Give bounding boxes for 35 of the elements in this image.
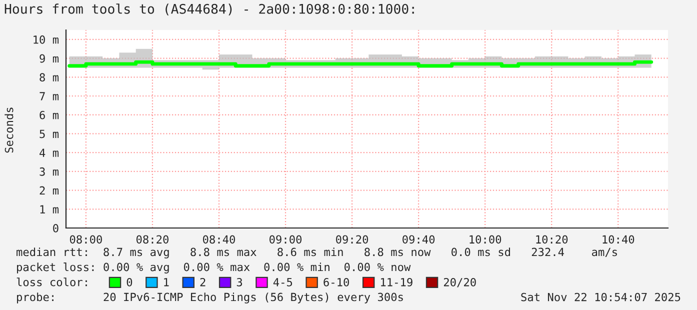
y-tick-label: 10 m [34, 35, 59, 44]
legend-label: 11-19 [381, 278, 412, 286]
y-tick-label: 8 m [40, 73, 59, 82]
y-tick-label: 3 m [40, 167, 59, 176]
y-tick-label: 2 m [40, 186, 59, 195]
x-tick-label: 08:20 [136, 235, 168, 244]
legend-label: 6-10 [324, 278, 349, 286]
text: median rtt: 8.7 ms avg 8.8 ms max 8.6 ms min 8.8 ms now 0.0 ms sd 232.4 am/s [16, 248, 617, 258]
legend-label: 20/20 [444, 278, 476, 288]
text: Sat Nov 22 10:54:07 2025 [521, 292, 680, 302]
y-tick-label: 9 m [40, 54, 59, 63]
legend-label: 1 [164, 278, 169, 286]
chart-title: Hours from tools to (AS44684) - 2a00:1098:0:80:1000: [4, 4, 414, 16]
y-tick-label: 5 m [40, 130, 59, 138]
y-tick-label: 0 [53, 224, 58, 232]
x-tick-label: 10:20 [536, 235, 568, 244]
y-tick-label: 7 m [40, 92, 59, 100]
x-tick-label: 09:40 [402, 235, 435, 244]
x-tick-label: 10:40 [602, 235, 634, 244]
x-tick-label: 08:40 [202, 235, 235, 244]
legend-label: 3 [236, 278, 242, 286]
y-tick-label: 1 m [40, 205, 59, 214]
text: probe: 20 IPv6-ICMP Echo Pings (56 Bytes) every 300s [17, 292, 403, 304]
legend-label: 0 [126, 278, 132, 286]
x-tick-label: 09:20 [336, 235, 368, 244]
legend-label: 2 [200, 278, 206, 286]
y-tick-label: 6 m [40, 110, 59, 120]
y-axis-title: Seconds [4, 108, 14, 153]
legend-label: 4-5 [273, 278, 292, 286]
x-tick-label: 10:00 [470, 235, 502, 244]
legend-title: loss color: [16, 278, 87, 286]
y-tick-label: 4 m [40, 148, 59, 157]
x-tick-label: 09:00 [270, 235, 302, 244]
text: packet loss: 0.00 % avg 0.00 % max 0.00 % min 0.00 % now [17, 262, 411, 274]
x-tick-label: 08:00 [70, 235, 102, 244]
